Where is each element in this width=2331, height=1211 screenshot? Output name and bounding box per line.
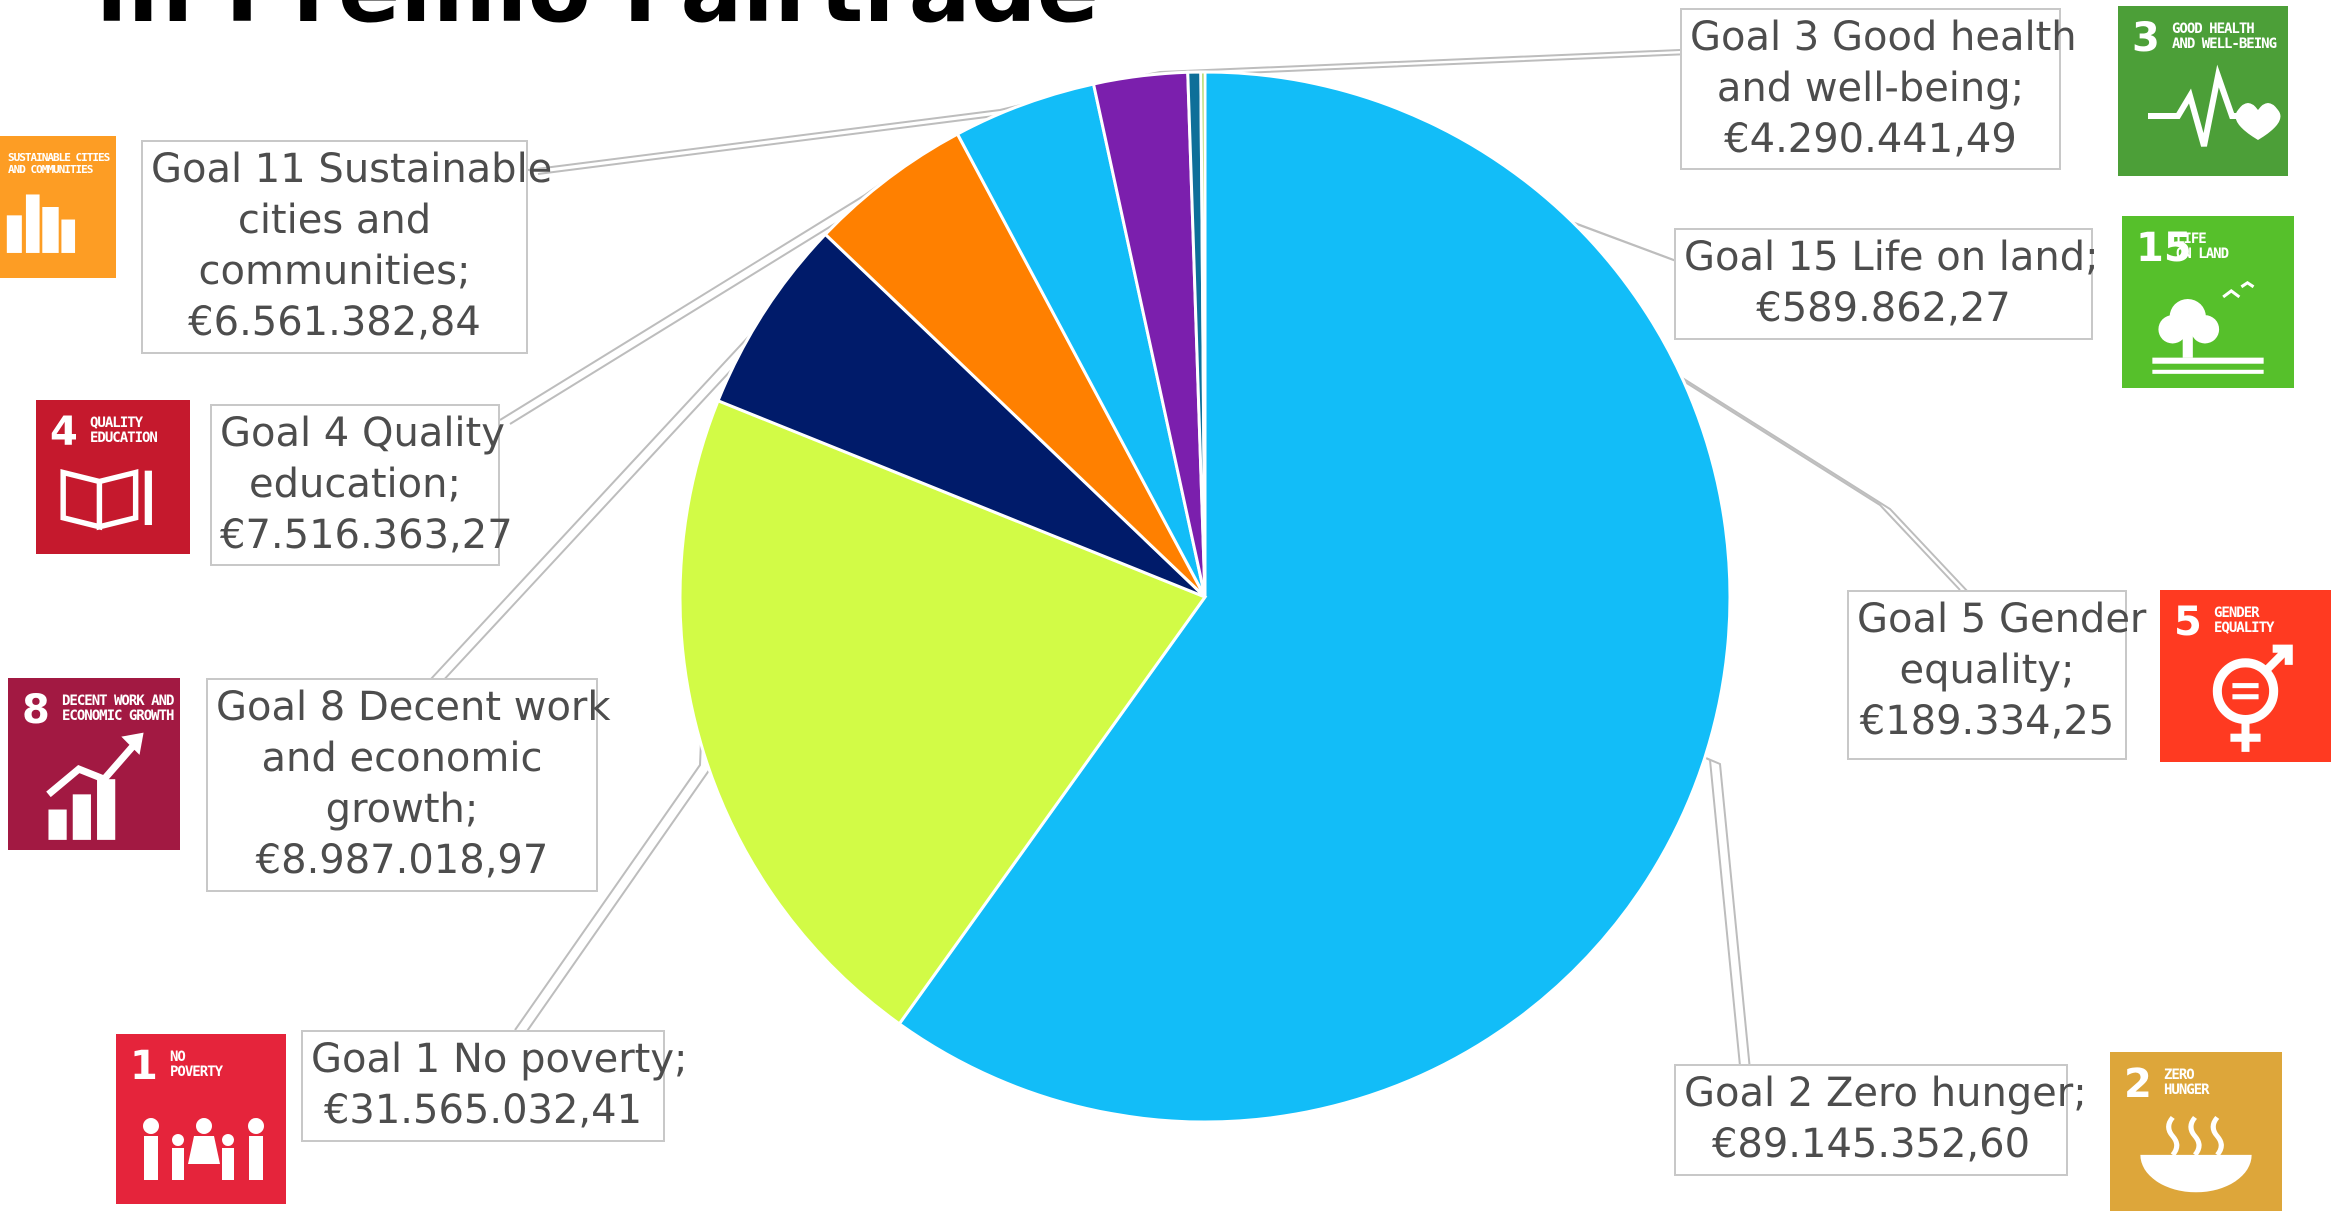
sdg-caption-line: AND COMMUNITIES <box>8 162 93 176</box>
label-line: Goal 3 Good health <box>1690 14 2077 60</box>
sdg-caption-line: NO <box>170 1049 186 1065</box>
city-icon <box>6 194 76 253</box>
sdg-tile-sdg3: 3 GOOD HEALTH AND WELL-BEING <box>2118 6 2288 176</box>
sdg-tile-sdg4: 4 QUALITY EDUCATION <box>36 400 190 554</box>
pie-slice-1 <box>897 70 1732 1124</box>
label-line: €189.334,25 <box>1859 698 2115 744</box>
sdg-number: 1 <box>130 1043 158 1089</box>
heartbeat-icon <box>2148 64 2281 147</box>
sdg-tile-sdg11: SUSTAINABLE CITIES AND COMMUNITIES <box>0 136 116 278</box>
sdg-caption-line: QUALITY <box>90 415 143 431</box>
leader-line-g1 <box>514 743 702 1031</box>
sdg-number: 5 <box>2174 599 2202 645</box>
sdg-number: 8 <box>22 687 50 733</box>
sdg-number: 3 <box>2132 15 2160 61</box>
pie-slice-3 <box>716 232 1207 599</box>
sdg-caption-line: GOOD HEALTH <box>2172 21 2255 37</box>
slice-label-g15: Goal 15 Life on land; €589.862,27 <box>1674 228 2099 340</box>
label-line: education; <box>249 461 461 507</box>
gender-icon <box>2212 644 2293 752</box>
slice-label-g1: Goal 1 No poverty; €31.565.032,41 <box>301 1030 688 1142</box>
sdg-caption: NO POVERTY <box>170 1049 223 1080</box>
sdg-caption: GOOD HEALTH AND WELL-BEING <box>2172 21 2277 52</box>
label-line: €589.862,27 <box>1756 285 2011 331</box>
label-line: Goal 1 No poverty; <box>311 1036 688 1082</box>
pie-slices <box>678 70 1732 1124</box>
label-line: €89.145.352,60 <box>1711 1121 2031 1167</box>
label-line: €31.565.032,41 <box>323 1087 643 1133</box>
sdg-caption-line: AND WELL-BEING <box>2172 35 2277 52</box>
label-line: Goal 15 Life on land; <box>1684 234 2099 280</box>
pie-slice-8 <box>1199 70 1207 598</box>
pie-slice-2 <box>678 398 1208 1026</box>
label-line: cities and <box>237 197 432 243</box>
slice-label-g5: Goal 5 Gender equality; €189.334,25 <box>1847 590 2147 760</box>
sdg-caption-line: ON LAND <box>2176 245 2229 262</box>
sdg-caption-line: EDUCATION <box>90 429 158 446</box>
leader-line-g2-b <box>1704 756 1751 1071</box>
sdg-number: 15 <box>2136 225 2192 271</box>
sdg-caption: GENDER EQUALITY <box>2214 605 2274 636</box>
growth-chart-icon <box>46 732 144 840</box>
sdg-caption-line: EQUALITY <box>2214 619 2274 636</box>
label-line: Goal 8 Decent work <box>216 684 611 730</box>
sdg-caption-line: LIFE <box>2176 231 2207 247</box>
sdg-number: 2 <box>2124 1061 2152 1107</box>
slice-label-g3: Goal 3 Good health and well-being; €4.290.… <box>1680 8 2077 170</box>
sdg-caption: ZERO HUNGER <box>2164 1067 2210 1098</box>
tree-icon <box>2152 280 2264 374</box>
label-line: €4.290.441,49 <box>1724 116 2017 162</box>
sdg-caption-line: GENDER <box>2214 605 2260 621</box>
label-line: €7.516.363,27 <box>220 512 513 558</box>
label-line: communities; <box>198 248 471 294</box>
sdg-caption-line: SUSTAINABLE CITIES <box>8 151 110 164</box>
slice-label-g11: Goal 11 Sustainable cities and communities… <box>141 140 553 354</box>
label-line: Goal 11 Sustainable <box>151 146 553 192</box>
label-line: €6.561.382,84 <box>188 299 481 345</box>
label-line: equality; <box>1899 647 2075 693</box>
label-line: and economic <box>261 735 543 781</box>
sdg-caption-line: ZERO <box>2164 1067 2195 1083</box>
slice-label-g4: Goal 4 Quality education; €7.516.363,27 <box>210 404 513 566</box>
sdg-caption-line: HUNGER <box>2164 1081 2210 1098</box>
sdg-caption: LIFE ON LAND <box>2176 231 2229 262</box>
sdg-tile-sdg2: 2 ZERO HUNGER <box>2110 1052 2282 1211</box>
label-line: growth; <box>325 786 479 832</box>
slice-label-g2: Goal 2 Zero hunger; €89.145.352,60 <box>1674 1064 2087 1176</box>
bowl-icon <box>2140 1116 2252 1193</box>
sdg-caption-line: DECENT WORK AND <box>62 693 174 709</box>
sdg-caption-line: ECONOMIC GROWTH <box>62 707 174 724</box>
pie-slice-4 <box>823 131 1207 599</box>
family-icon <box>143 1118 264 1180</box>
label-line: €8.987.018,97 <box>255 837 549 883</box>
book-icon <box>60 468 152 531</box>
chart-title: in Premio Fairtrade <box>96 0 1099 43</box>
sdg-tile-sdg1: 1 NO POVERTY <box>116 1034 286 1204</box>
label-line: Goal 2 Zero hunger; <box>1684 1070 2087 1116</box>
label-line: Goal 4 Quality <box>220 410 505 456</box>
sdg-caption-line: POVERTY <box>170 1063 223 1080</box>
sdg-tile-sdg8: 8 DECENT WORK AND ECONOMIC GROWTH <box>8 678 180 850</box>
label-line: and well-being; <box>1716 65 2025 111</box>
sdg-number: 4 <box>50 409 78 455</box>
sdg-caption: DECENT WORK AND ECONOMIC GROWTH <box>62 693 174 724</box>
slice-label-g8: Goal 8 Decent work and economic growth; €8.… <box>206 678 611 892</box>
sdg-caption: SUSTAINABLE CITIES AND COMMUNITIES <box>8 151 110 176</box>
sdg-tile-sdg15: 15 LIFE ON LAND <box>2122 216 2294 388</box>
label-line: Goal 5 Gender <box>1857 596 2147 642</box>
sdg-tile-sdg5: 5 GENDER EQUALITY <box>2160 590 2331 762</box>
sdg-caption: QUALITY EDUCATION <box>90 415 158 446</box>
